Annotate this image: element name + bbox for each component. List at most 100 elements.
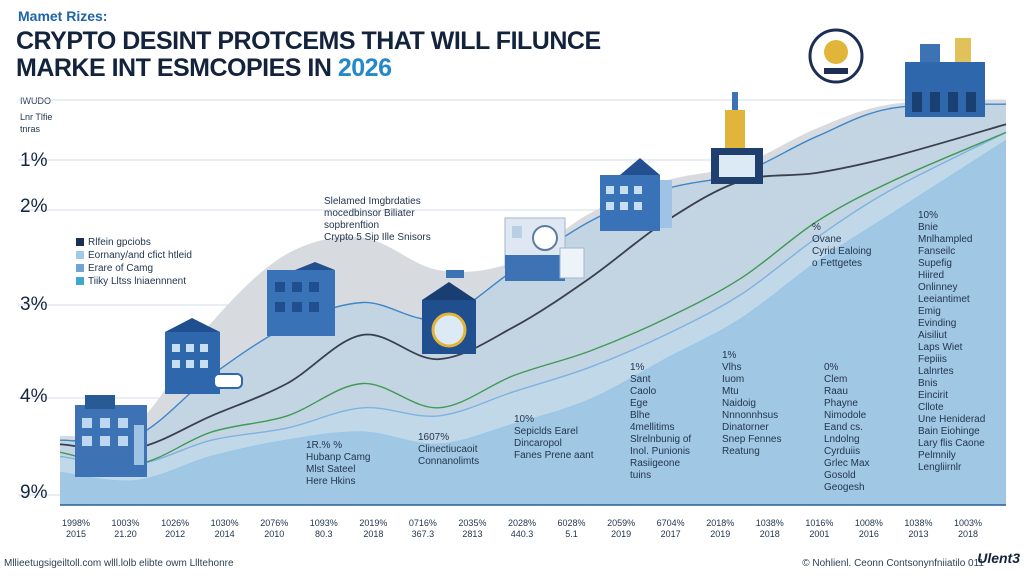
building-icon-7 bbox=[711, 92, 763, 184]
building-icon-6 bbox=[600, 158, 672, 231]
annotation-note-e: 1% Vlhs Iuom Mtu Naidoig Nnnonnhsus Dina… bbox=[722, 350, 782, 458]
x-tick-top: 2028% bbox=[507, 518, 537, 528]
annotation-line: Leeiantimet bbox=[918, 294, 970, 305]
annotation-line: Laps Wiet bbox=[918, 342, 963, 353]
annotation-line: Une Heniderad bbox=[918, 414, 986, 425]
legend-item: Erare of Camg bbox=[76, 262, 192, 275]
annotation-note-h: 10% Bnie Mnlhampled Fanseilc Supefig Hii… bbox=[918, 210, 985, 474]
annotation-line: Mtu bbox=[722, 386, 739, 397]
chart-areas bbox=[60, 100, 1006, 506]
footer-source: Mllieetugsigeiltoll.com wlll.lolb elibte… bbox=[4, 558, 234, 569]
annotation-line: % bbox=[812, 222, 821, 233]
annotation-line: Fanseilc bbox=[918, 246, 956, 257]
annotation-line: tuins bbox=[630, 470, 652, 481]
annotation-line: Lalnrtes bbox=[918, 366, 954, 377]
x-tick-bottom: 2012 bbox=[165, 529, 186, 539]
annotation-line: Lary flis Caone bbox=[918, 438, 985, 449]
series-area-4 bbox=[60, 132, 1006, 505]
annotation-line: 10% bbox=[514, 414, 535, 425]
annotation-line: Here Hkins bbox=[306, 476, 356, 487]
annotation-line: Eand cs. bbox=[824, 422, 863, 433]
x-tick-top: 1003% bbox=[953, 518, 983, 528]
annotation-line: 10% bbox=[918, 210, 939, 221]
annotation-line: Iuom bbox=[722, 374, 745, 385]
x-tick-label: 1093% 80.3 bbox=[304, 518, 344, 540]
kicker: Mamet Rizes: bbox=[18, 8, 108, 24]
y-tick-label: 4% bbox=[20, 386, 48, 407]
x-tick-bottom: 2013 bbox=[908, 529, 929, 539]
annotation-line: 1607% bbox=[418, 432, 450, 443]
x-tick-bottom: 2016 bbox=[858, 529, 879, 539]
annotation-line: Pelmnily bbox=[918, 450, 956, 461]
x-tick-bottom: 2019 bbox=[611, 529, 632, 539]
annotation-line: Raau bbox=[824, 386, 848, 397]
legend-item: Rlfein gpciobs bbox=[76, 236, 192, 249]
x-tick-label: 2035% 2813 bbox=[452, 518, 492, 540]
annotation-line: o Fettgetes bbox=[812, 258, 863, 269]
x-tick-bottom: 2010 bbox=[264, 529, 285, 539]
x-tick-top: 2059% bbox=[607, 518, 636, 528]
annotation-line: Grlec Max bbox=[824, 458, 870, 469]
x-tick-label: 6028% 5.1 bbox=[552, 518, 592, 540]
annotation-line: Gosold bbox=[824, 470, 856, 481]
x-tick-bottom: 2018 bbox=[363, 529, 384, 539]
x-tick-bottom: 440.3 bbox=[510, 529, 534, 539]
x-tick-label: 2019% 2018 bbox=[353, 518, 393, 540]
x-tick-bottom: 2017 bbox=[660, 529, 681, 539]
x-tick-top: 1038% bbox=[755, 518, 784, 528]
x-tick-bottom: 2813 bbox=[462, 529, 483, 539]
page-title: CRYPTO DESINT PROTCEMS THAT WILL FILUNCE… bbox=[16, 28, 601, 82]
x-tick-label: 2076% 2010 bbox=[254, 518, 294, 540]
annotation-line: Blhe bbox=[630, 410, 651, 421]
x-tick-label: 1016% 2001 bbox=[799, 518, 839, 540]
x-tick-bottom: 80.3 bbox=[315, 529, 333, 539]
annotation-line: Phayne bbox=[824, 398, 858, 409]
annotation-line: Evinding bbox=[918, 318, 957, 329]
x-tick-bottom: 2015 bbox=[65, 529, 87, 539]
legend-label: Eornany/and cfict htleid bbox=[88, 250, 192, 261]
legend: Rlfein gpciobs Eornany/and cfict htleid … bbox=[76, 236, 192, 288]
legend-item: Tiiky Lltss lniaennnent bbox=[76, 275, 192, 288]
annotation-line: Ege bbox=[630, 398, 648, 409]
x-tick-bottom: 2001 bbox=[809, 529, 830, 539]
legend-label: Tiiky Lltss lniaennnent bbox=[88, 276, 187, 287]
annotation-line: Cyrid Ealoing bbox=[812, 246, 872, 257]
y-tick-label: 2% bbox=[20, 196, 48, 217]
annotation-note-g: % Ovane Cyrid Ealoing o Fettgetes bbox=[812, 222, 871, 270]
x-tick-top: 2035% bbox=[458, 518, 487, 528]
x-tick-top: 1026% bbox=[161, 518, 190, 528]
title-line-2: MARKE INT ESMCOPIES IN 2026 bbox=[16, 55, 601, 82]
x-tick-top: 1008% bbox=[854, 518, 883, 528]
x-tick-label: 2059% 2019 bbox=[601, 518, 641, 540]
brand-logo: Ulent3 bbox=[977, 550, 1020, 566]
annotation-line: Crypto 5 Sip Ille Snisors bbox=[324, 232, 431, 243]
annotation-line: Aisiliut bbox=[918, 330, 947, 341]
x-tick-label: 1030% 2014 bbox=[205, 518, 245, 540]
annotation-line: Sant bbox=[630, 374, 651, 385]
x-tick-label: 0716% 367.3 bbox=[403, 518, 443, 540]
corner-label-2: Lnr Tlfie bbox=[20, 112, 53, 122]
annotation-line: Snep Fennes bbox=[722, 434, 782, 445]
annotation-line: Clinectiucaoit bbox=[418, 444, 478, 455]
building-illustrations bbox=[75, 28, 985, 477]
building-icon-4 bbox=[422, 270, 476, 354]
x-tick-top: 0716% bbox=[408, 518, 437, 528]
x-tick-top: 1016% bbox=[805, 518, 834, 528]
annotation-line: Slrelnbunig of bbox=[630, 434, 692, 445]
legend-label: Erare of Camg bbox=[88, 263, 154, 274]
series-area-2 bbox=[60, 104, 1006, 506]
x-tick-bottom: 367.3 bbox=[411, 529, 435, 539]
series-area-6 bbox=[60, 140, 1006, 505]
annotation-line: Supefig bbox=[918, 258, 952, 269]
annotation-line: Inol. Punionis bbox=[630, 446, 691, 457]
annotation-line: Vlhs bbox=[722, 362, 742, 373]
x-tick-label: 1038% 2013 bbox=[898, 518, 938, 540]
y-tick-label: 1% bbox=[20, 150, 48, 171]
legend-swatch bbox=[76, 277, 84, 286]
x-tick-bottom: 2018 bbox=[957, 529, 979, 539]
annotation-line: Fanes Prene aant bbox=[514, 450, 594, 461]
annotation-line: 0% bbox=[824, 362, 839, 373]
annotation-line: Fepiiis bbox=[918, 354, 947, 365]
title-line-2-text: MARKE INT ESMCOPIES IN bbox=[16, 54, 332, 82]
annotation-line: sopbrenftion bbox=[324, 220, 380, 231]
